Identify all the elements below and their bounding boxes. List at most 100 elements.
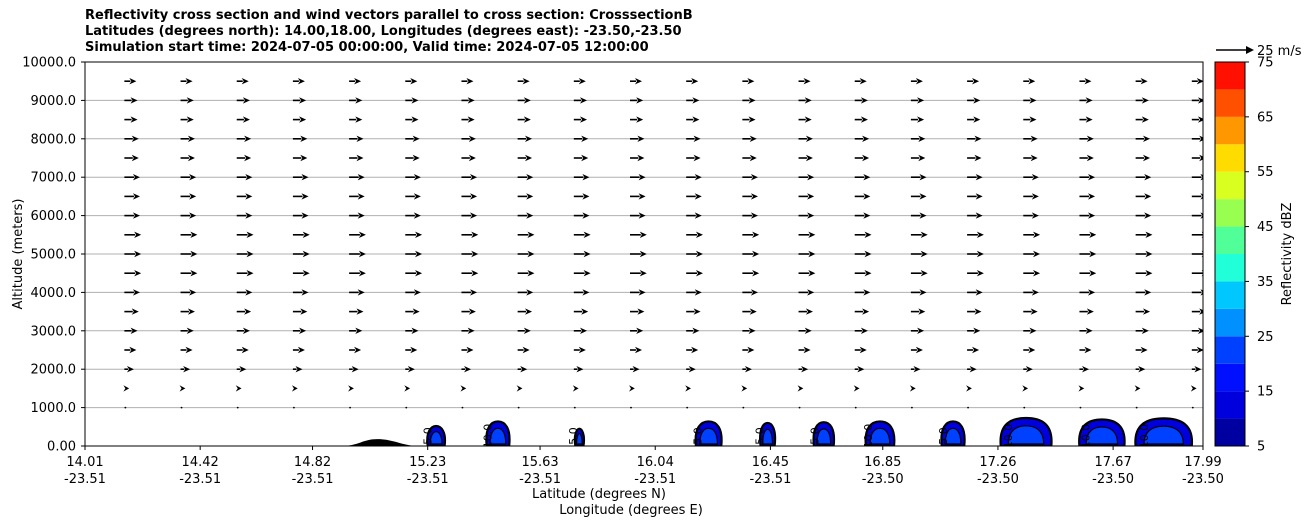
x-tick-label-lon: -23.51 [407, 472, 449, 487]
wind-vector [742, 231, 760, 238]
wind-vector-head [413, 174, 421, 181]
wind-vector [686, 366, 696, 373]
wind-vector-head [301, 212, 309, 219]
wind-vector-head [245, 212, 253, 219]
wind-vector [573, 78, 586, 85]
wind-vector [967, 346, 980, 354]
wind-vector [517, 270, 535, 277]
wind-vector-head [1141, 97, 1149, 104]
wind-vector [854, 193, 871, 200]
wind-vector [292, 346, 305, 354]
wind-vector-head [412, 308, 420, 315]
wind-vector [573, 231, 591, 238]
wind-vector-head [356, 135, 364, 142]
y-tick-label: 10000.0 [22, 56, 76, 71]
wind-vector-head [749, 308, 757, 315]
wind-vector [910, 270, 928, 277]
wind-vector [292, 154, 308, 162]
wind-vector [686, 174, 702, 181]
wind-vector [1023, 308, 1038, 315]
wind-vector [461, 327, 475, 334]
wind-vector-head [471, 231, 479, 238]
x-tick-label-lon: -23.50 [1092, 472, 1134, 487]
wind-vector [1135, 154, 1151, 162]
wind-vector-head [357, 193, 365, 200]
wind-vector [967, 289, 983, 296]
wind-vector-head [1144, 174, 1152, 181]
wind-vector [854, 366, 865, 373]
wind-vector [517, 327, 531, 334]
colorbar-tick-label: 35 [1257, 275, 1274, 290]
wind-vector [236, 327, 250, 334]
colorbar-segment [1215, 336, 1245, 364]
wind-vector-head [919, 193, 927, 200]
wind-vector-head [1199, 135, 1203, 142]
wind-vector-head [917, 327, 925, 334]
contour-label: 5.0 [937, 427, 950, 445]
wind-vector-head [1198, 116, 1203, 123]
wind-vector [573, 327, 588, 334]
wind-vector-head [358, 250, 366, 258]
wind-vector [236, 154, 252, 162]
wind-vector [573, 116, 588, 123]
wind-vector-head [1085, 116, 1093, 123]
wind-vector [349, 327, 363, 334]
wind-vector [798, 250, 816, 258]
wind-vector [1191, 308, 1203, 315]
wind-vector [742, 154, 757, 162]
y-tick-label: 7000.0 [31, 171, 77, 186]
wind-vector [798, 308, 813, 315]
x-tick-label-lon: -23.51 [64, 472, 106, 487]
wind-vector-head [741, 385, 748, 392]
wind-vector [686, 212, 702, 219]
y-tick-label: 9000.0 [31, 94, 77, 109]
wind-vector-head [860, 327, 868, 334]
wind-vector-head [1029, 116, 1037, 123]
wind-vector-head [860, 116, 868, 123]
wind-vector [742, 78, 755, 85]
wind-vector [405, 250, 423, 258]
wind-vector [1079, 327, 1093, 334]
wind-vector [517, 289, 534, 296]
chart-title-line-2: Latitudes (degrees north): 14.00,18.00, … [85, 24, 682, 39]
wind-vector [461, 406, 464, 409]
wind-vector-head [526, 212, 534, 219]
wind-vector [405, 308, 420, 315]
wind-vector-head [1200, 289, 1203, 296]
wind-vector-head [635, 78, 642, 85]
wind-vector [1191, 406, 1194, 409]
wind-vector-head [355, 97, 363, 104]
wind-vector [573, 154, 589, 162]
wind-vector-head [692, 97, 700, 104]
wind-vector [461, 231, 479, 238]
wind-vector [405, 346, 418, 354]
wind-vector [405, 231, 423, 238]
wind-vector-head [639, 250, 647, 258]
wind-vector [797, 385, 804, 392]
wind-vector [236, 116, 250, 123]
wind-vector-head [972, 78, 980, 85]
wind-vector [124, 270, 142, 277]
wind-vector [517, 231, 535, 238]
colorbar-segment [1215, 363, 1245, 392]
wind-vector-head [1140, 346, 1148, 354]
wind-vector [854, 154, 870, 162]
wind-vector-head [241, 346, 249, 354]
wind-vector [1079, 231, 1097, 238]
wind-vector-head [1144, 193, 1152, 200]
wind-vector-head [1143, 308, 1151, 315]
wind-vector [180, 135, 195, 142]
wind-vector-head [801, 366, 809, 373]
colorbar-tick-label: 75 [1257, 56, 1274, 71]
wind-vector-head [404, 385, 411, 392]
wind-vector-head [807, 289, 815, 296]
wind-vector-head [1033, 270, 1041, 277]
wind-vector [517, 174, 534, 181]
wind-vector [124, 346, 137, 354]
wind-vector-head [637, 135, 645, 142]
wind-vector [630, 327, 644, 334]
wind-vector-head [859, 78, 867, 85]
wind-vector-head [1088, 193, 1096, 200]
wind-vector-head [301, 174, 309, 181]
wind-vector [180, 174, 197, 181]
